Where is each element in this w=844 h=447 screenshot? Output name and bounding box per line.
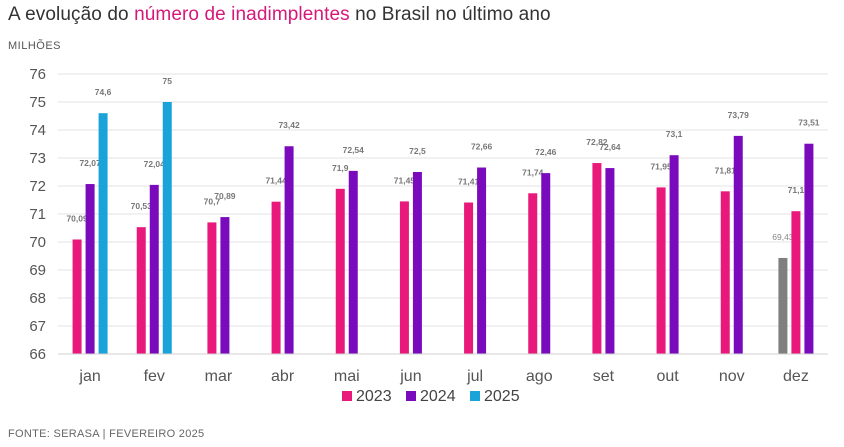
- y-tick-label: 68: [29, 290, 46, 307]
- bar-dez-2023: [791, 211, 801, 354]
- data-label: 71,9: [332, 163, 349, 173]
- bar-fev-2023: [136, 227, 146, 354]
- legend-label-2024: 2024: [420, 388, 456, 405]
- legend-label-2025: 2025: [484, 388, 520, 405]
- bar-abr-2023: [271, 201, 281, 354]
- y-tick-label: 71: [29, 206, 46, 223]
- bar-nov-2023: [720, 191, 730, 354]
- bar-mar-2023: [207, 222, 217, 354]
- x-category-label: fev: [144, 368, 165, 385]
- bar-dez-extra: [778, 257, 788, 354]
- x-category-label: dez: [783, 368, 809, 385]
- bar-set-2024: [605, 168, 615, 354]
- x-category-label: abr: [271, 368, 295, 385]
- data-label: 72,07: [79, 158, 101, 168]
- data-label: 71,41: [458, 177, 480, 187]
- bar-ago-2024: [541, 173, 551, 354]
- y-tick-label: 73: [29, 150, 46, 167]
- bar-out-2023: [656, 187, 666, 354]
- data-label: 71,44: [265, 176, 287, 186]
- bar-jan-2024: [85, 184, 95, 354]
- bar-jul-2023: [464, 202, 474, 354]
- x-category-label: mai: [334, 368, 360, 385]
- y-tick-label: 67: [29, 318, 46, 335]
- data-label: 71,81: [715, 165, 737, 175]
- title-highlight: número de inadimplentes: [134, 4, 350, 25]
- y-tick-label: 74: [29, 122, 46, 139]
- y-tick-label: 69: [29, 262, 46, 279]
- y-axis-unit-label: MILHÕES: [8, 40, 62, 52]
- source-note: FONTE: SERASA | FEVEREIRO 2025: [8, 428, 205, 440]
- title-suffix: no Brasil no último ano: [349, 4, 551, 25]
- bar-abr-2024: [284, 146, 294, 354]
- data-label: 72,66: [471, 142, 493, 152]
- data-label: 75: [163, 76, 173, 86]
- data-label: 71,95: [650, 161, 672, 171]
- y-tick-label: 75: [29, 94, 46, 111]
- x-category-label: jun: [399, 368, 421, 385]
- data-label: 73,51: [798, 118, 820, 128]
- legend-label-2023: 2023: [356, 388, 392, 405]
- data-label: 72,5: [409, 146, 426, 156]
- data-label: 71,1: [788, 185, 805, 195]
- legend-swatch-2025: [470, 391, 480, 401]
- data-label: 72,04: [144, 159, 166, 169]
- bar-dez-2024: [804, 143, 814, 354]
- data-label: 69,43: [772, 232, 794, 242]
- bar-set-2023: [592, 163, 602, 354]
- bar-jan-2023: [72, 239, 82, 354]
- data-label: 72,54: [343, 145, 365, 155]
- data-label: 71,45: [394, 175, 416, 185]
- data-label: 74,6: [95, 87, 112, 97]
- bar-mar-2024: [220, 217, 230, 354]
- x-category-label: out: [656, 368, 679, 385]
- y-tick-label: 72: [29, 178, 46, 195]
- bar-jan-2025: [98, 113, 108, 354]
- x-category-label: set: [593, 368, 615, 385]
- data-label: 73,79: [728, 110, 750, 120]
- bar-mai-2023: [335, 188, 345, 354]
- bar-fev-2024: [149, 184, 159, 354]
- x-category-label: ago: [526, 368, 553, 385]
- bar-jun-2024: [412, 172, 422, 354]
- y-tick-label: 66: [29, 346, 46, 363]
- title-prefix: A evolução do: [8, 4, 135, 25]
- data-label: 70,7: [204, 196, 221, 206]
- bar-ago-2023: [528, 193, 538, 354]
- x-category-label: jan: [78, 368, 100, 385]
- data-label: 72,82: [586, 137, 608, 147]
- legend-swatch-2024: [406, 391, 416, 401]
- data-label: 71,74: [522, 167, 544, 177]
- y-tick-label: 70: [29, 234, 46, 251]
- bar-mai-2024: [348, 170, 358, 354]
- data-label: 73,1: [666, 129, 683, 139]
- data-label: 72,64: [599, 142, 621, 152]
- bar-jul-2024: [477, 167, 487, 354]
- data-label: 72,46: [535, 147, 557, 157]
- chart-title: A evolução do número de inadimplentes no…: [8, 4, 551, 26]
- y-tick-label: 76: [29, 66, 46, 83]
- bar-nov-2024: [733, 135, 743, 354]
- bar-fev-2025: [162, 102, 172, 354]
- x-category-label: mar: [205, 368, 233, 385]
- bar-out-2024: [669, 155, 679, 354]
- data-label: 70,53: [131, 201, 153, 211]
- legend-swatch-2023: [342, 391, 352, 401]
- data-label: 73,42: [278, 120, 300, 130]
- x-category-label: jul: [466, 368, 483, 385]
- data-label: 70,89: [214, 191, 236, 201]
- x-category-label: nov: [719, 368, 745, 385]
- bar-jun-2023: [399, 201, 409, 354]
- data-label: 70,09: [66, 213, 88, 223]
